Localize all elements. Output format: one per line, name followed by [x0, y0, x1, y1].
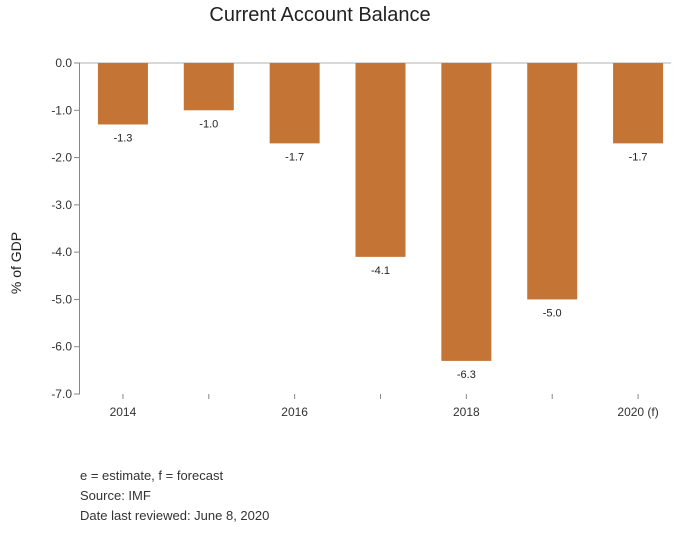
bar-2014	[97, 63, 148, 125]
bar-2015	[183, 63, 234, 111]
data-label: -4.1	[371, 265, 390, 277]
bar-2020-f	[613, 63, 664, 144]
notes-legend-line: e = estimate, f = forecast	[80, 468, 224, 483]
chart-title: Current Account Balance	[209, 4, 430, 26]
y-tick-label: -1.0	[51, 103, 72, 117]
bar-2018	[441, 63, 492, 361]
y-tick-label: -7.0	[51, 387, 72, 401]
data-label: -1.7	[285, 151, 304, 163]
bar-2019	[527, 63, 578, 300]
data-label: -1.7	[629, 151, 648, 163]
x-axis: 2014 2016 2018 2020 (f)	[110, 394, 659, 419]
bar-2016	[269, 63, 320, 144]
x-tick-label: 2014	[110, 405, 137, 419]
chart-notes: e = estimate, f = forecast Source: IMF D…	[80, 466, 269, 526]
notes-date-line: Date last reviewed: June 8, 2020	[80, 508, 270, 523]
x-tick-label: 2018	[453, 405, 480, 419]
bars: -1.3 -1.0 -1.7 -4.1 -6.3 -5.0 -1.7	[97, 63, 664, 381]
x-tick-label: 2020 (f)	[617, 405, 658, 419]
data-label: -1.0	[199, 118, 218, 130]
y-tick-label: -2.0	[51, 151, 72, 165]
x-tick-label: 2016	[281, 405, 308, 419]
y-axis-title: % of GDP	[8, 232, 24, 294]
y-tick-label: 0.0	[55, 56, 72, 70]
notes-source-line: Source: IMF	[80, 488, 151, 503]
y-tick-label: -4.0	[51, 245, 72, 259]
y-tick-label: -5.0	[51, 292, 72, 306]
data-label: -1.3	[113, 132, 132, 144]
y-tick-label: -6.0	[51, 340, 72, 354]
data-label: -5.0	[543, 307, 562, 319]
data-label: -6.3	[457, 369, 476, 381]
bar-2017	[355, 63, 406, 257]
y-axis: 0.0 -1.0 -2.0 -3.0 -4.0 -5.0 -6.0 -7.0	[51, 56, 80, 401]
y-tick-label: -3.0	[51, 198, 72, 212]
